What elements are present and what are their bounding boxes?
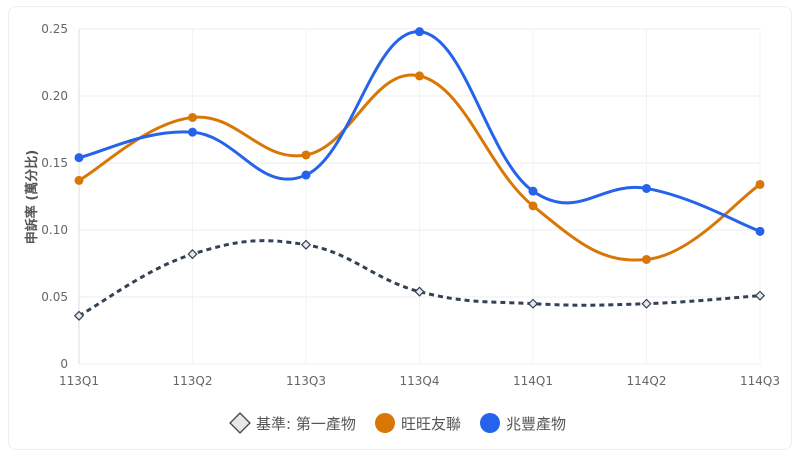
x-tick-label: 113Q1: [59, 374, 99, 388]
data-point-diamond: [73, 310, 85, 321]
data-point: [188, 112, 197, 122]
data-point-diamond: [300, 239, 312, 250]
data-point: [528, 186, 538, 196]
x-tick-label: 113Q3: [286, 374, 326, 388]
data-point: [415, 71, 424, 81]
x-tick-label: 114Q1: [513, 374, 553, 388]
data-point: [755, 179, 765, 189]
data-point: [74, 153, 84, 163]
y-axis-label: 申訴率 (萬分比): [24, 150, 40, 244]
data-point-diamond: [187, 249, 198, 260]
data-point-diamond: [641, 298, 652, 309]
y-tick-label: 0.05: [41, 290, 68, 304]
data-point: [528, 201, 538, 211]
legend-circle-icon: [375, 413, 395, 433]
data-point: [74, 175, 84, 185]
x-tick-label: 114Q3: [740, 374, 780, 388]
data-point: [301, 170, 311, 180]
data-point: [301, 150, 311, 160]
data-point: [642, 183, 651, 193]
data-point-diamond: [414, 286, 425, 297]
y-tick-label: 0: [60, 357, 68, 371]
data-point: [755, 226, 765, 236]
legend-label: 兆豐產物: [506, 415, 566, 433]
x-tick-label: 114Q2: [627, 374, 667, 388]
y-tick-label: 0.15: [41, 156, 68, 170]
legend-circle-icon: [480, 413, 500, 433]
y-tick-label: 0.25: [41, 22, 68, 36]
data-point-diamond: [754, 290, 766, 301]
data-point: [188, 127, 197, 137]
data-point: [415, 27, 424, 37]
x-tick-label: 113Q2: [173, 374, 213, 388]
legend-label: 基準: 第一產物: [256, 415, 356, 433]
legend-diamond-icon: [229, 412, 251, 434]
y-tick-label: 0.20: [41, 89, 68, 103]
data-point: [642, 254, 651, 264]
chart-card: [8, 6, 792, 450]
data-point-diamond: [527, 298, 539, 309]
legend-label: 旺旺友聯: [401, 415, 461, 433]
y-tick-label: 0.10: [41, 223, 68, 237]
x-tick-label: 113Q4: [400, 374, 440, 388]
